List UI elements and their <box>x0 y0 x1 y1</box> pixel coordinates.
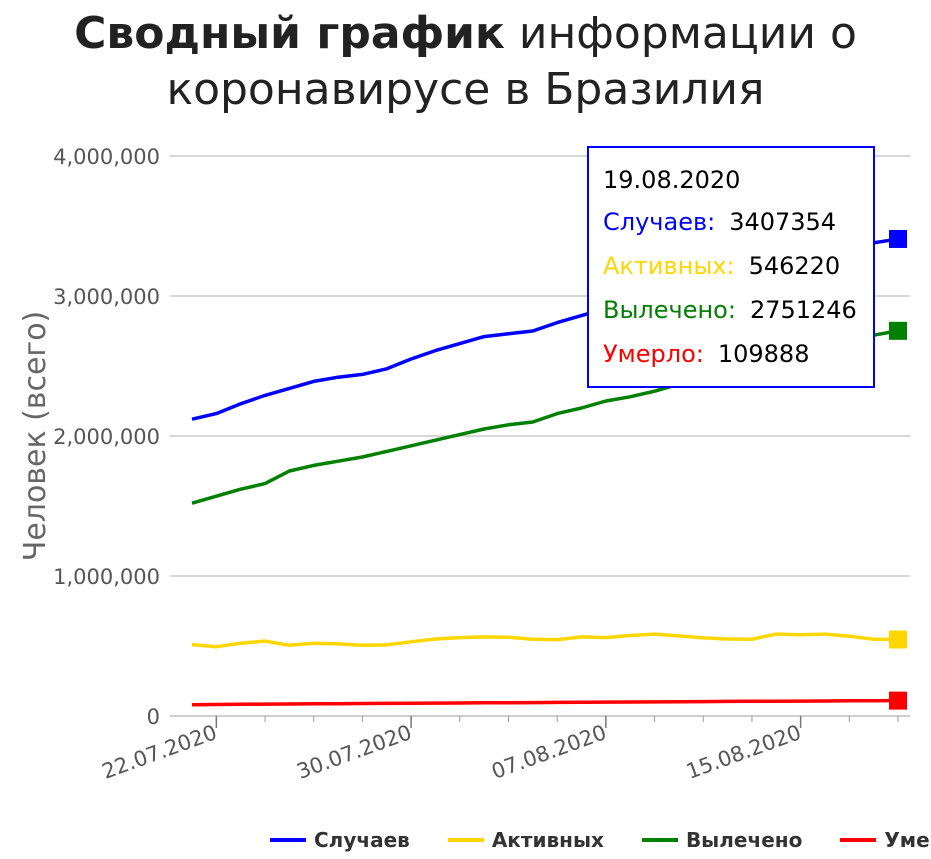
legend-label-cases: Случаев <box>314 828 410 852</box>
tooltip-recovered-label: Вылечено: <box>603 296 736 324</box>
series-end-marker-3 <box>889 691 907 710</box>
tooltip: 19.08.2020 Случаев: 3407354 Активных: 5462… <box>587 146 875 388</box>
tooltip-row-recovered: Вылечено: 2751246 <box>603 296 857 324</box>
y-tick-label: 4,000,000 <box>53 145 160 169</box>
legend-item-active[interactable]: Активных <box>447 826 604 854</box>
x-tick-label: 07.08.2020 <box>488 720 609 784</box>
series-line-1 <box>191 632 899 649</box>
x-tick-label: 22.07.2020 <box>99 720 220 784</box>
legend: Случаев Активных Вылечено Умерло <box>270 826 931 854</box>
chart-title-rest: информации о коронавирусе в Бразилия <box>166 8 857 115</box>
y-tick-label: 3,000,000 <box>53 285 160 309</box>
tooltip-deaths-value: 109888 <box>717 340 810 368</box>
legend-item-recovered[interactable]: Вылечено <box>641 826 803 854</box>
legend-swatch-recovered <box>641 838 678 842</box>
legend-item-cases[interactable]: Случаев <box>270 826 410 854</box>
x-tick-label: 30.07.2020 <box>294 720 415 784</box>
y-tick-label: 2,000,000 <box>53 425 160 449</box>
tooltip-row-deaths: Умерло: 109888 <box>603 340 809 368</box>
series-end-marker-2 <box>889 321 907 340</box>
chart-title-bold: Сводный график <box>74 8 505 59</box>
series-end-marker-0 <box>889 229 907 248</box>
tooltip-recovered-value: 2751246 <box>749 296 857 324</box>
y-tick-label: 1,000,000 <box>53 565 160 589</box>
legend-swatch-deaths <box>840 838 877 842</box>
tooltip-active-label: Активных: <box>603 252 735 280</box>
tooltip-deaths-label: Умерло: <box>603 340 704 368</box>
x-tick-label: 15.08.2020 <box>683 720 804 784</box>
legend-swatch-active <box>447 838 484 842</box>
tooltip-cases-value: 3407354 <box>729 208 837 236</box>
series-end-marker-1 <box>889 630 907 649</box>
tooltip-row-active: Активных: 546220 <box>603 252 840 280</box>
y-axis-label: Человек (всего) <box>18 311 53 562</box>
chart-title: Сводный график информации о коронавирусе… <box>0 6 931 118</box>
tooltip-date: 19.08.2020 <box>603 166 741 194</box>
legend-label-deaths: Умерло <box>884 828 931 852</box>
tooltip-cases-label: Случаев: <box>603 208 716 236</box>
y-tick-label: 0 <box>147 705 160 729</box>
legend-swatch-cases <box>270 838 306 842</box>
legend-label-recovered: Вылечено <box>685 828 803 852</box>
legend-label-active: Активных <box>491 828 604 852</box>
tooltip-row-cases: Случаев: 3407354 <box>603 208 836 236</box>
legend-item-deaths[interactable]: Умерло <box>840 826 931 854</box>
series-line-3 <box>191 698 899 707</box>
tooltip-active-value: 546220 <box>748 252 841 280</box>
